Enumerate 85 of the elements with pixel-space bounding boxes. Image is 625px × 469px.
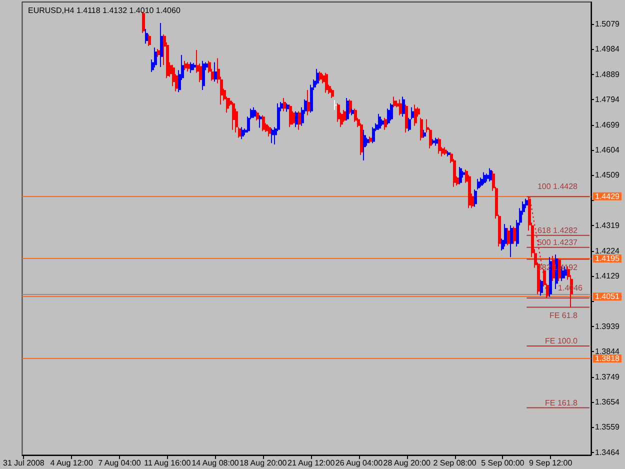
candlestick — [319, 70, 322, 82]
candlestick — [334, 100, 337, 110]
candlestick — [390, 102, 393, 122]
candlestick — [343, 109, 346, 122]
candlestick — [411, 106, 414, 120]
ref-line-label: 1.3818 — [595, 354, 620, 363]
candlestick — [199, 63, 202, 83]
x-tick-label: 26 Aug 04:00 — [335, 458, 384, 468]
y-tick-label: 1.4224 — [595, 246, 620, 256]
x-tick-label: 9 Sep 12:00 — [529, 458, 573, 468]
candlestick — [187, 62, 190, 72]
y-tick-label: 1.4984 — [595, 44, 620, 54]
candlestick — [307, 90, 310, 116]
candlestick — [540, 279, 543, 296]
y-tick-label: 1.4604 — [595, 145, 620, 154]
y-tick-label: 1.3654 — [595, 397, 620, 406]
series-label: 500 1.4237 — [537, 238, 578, 247]
candlestick — [525, 198, 528, 209]
candlestick — [298, 110, 301, 130]
x-tick-label: 28 Aug 20:00 — [383, 458, 432, 468]
candlestick — [184, 60, 187, 71]
candlestick — [489, 168, 492, 182]
candlestick — [477, 178, 480, 190]
candlestick — [214, 62, 217, 82]
y-tick-label: 1.3844 — [595, 347, 620, 356]
candlestick — [399, 98, 402, 116]
candlestick — [277, 102, 280, 132]
candlestick — [316, 68, 319, 86]
y-tick-label: 1.4319 — [595, 221, 620, 230]
series-label: 618 1.4282 — [537, 226, 578, 235]
candlestick — [504, 223, 507, 248]
y-tick-label: 1.4699 — [595, 120, 620, 130]
candlestick — [325, 72, 328, 94]
ref-line-label: 1.4195 — [595, 254, 620, 263]
candlestick — [510, 224, 513, 258]
y-tick-label: 1.3939 — [595, 322, 620, 331]
candlestick — [384, 117, 387, 130]
candlestick — [438, 137, 441, 154]
candlestick — [271, 128, 274, 144]
y-tick-label: 1.3559 — [595, 422, 620, 432]
candlestick — [160, 22, 163, 68]
candlestick — [238, 126, 241, 138]
x-tick-label: 11 Aug 16:00 — [144, 458, 192, 468]
y-tick-label: 1.4889 — [595, 70, 620, 79]
y-tick-label: 1.4129 — [595, 271, 620, 280]
y-tick-label: 1.3749 — [595, 372, 620, 382]
x-tick-label: 31 Jul 2008 — [2, 458, 45, 468]
y-tick-label: 1.4794 — [595, 95, 620, 104]
candlestick — [232, 101, 235, 130]
x-tick-label: 5 Sep 00:00 — [481, 458, 525, 468]
series-label: FE 161.8 — [545, 398, 578, 408]
candlestick — [148, 34, 151, 47]
candlestick — [507, 227, 510, 246]
candlestick — [259, 114, 262, 128]
candlestick — [295, 110, 298, 128]
candlestick — [349, 98, 352, 114]
candlestick — [414, 104, 417, 126]
x-tick-label: 18 Aug 20:00 — [240, 458, 288, 468]
x-tick-label: 14 Aug 08:00 — [192, 458, 240, 468]
candlestick — [289, 104, 292, 128]
ref-line-label: 1.4051 — [595, 292, 620, 302]
text: EURUSD,H4 1.4118 1.4132 1.4010 1.4060 — [28, 6, 181, 15]
series-label: 100 1.4428 — [537, 182, 578, 192]
y-tick-label: 1.4509 — [595, 170, 620, 180]
x-tick-label: 21 Aug 12:00 — [288, 458, 336, 468]
candlestick — [331, 88, 334, 99]
series-label: FE 100.0 — [545, 336, 578, 346]
candlestick — [402, 96, 405, 118]
x-tick-label: 7 Aug 04:00 — [98, 458, 142, 468]
candlestick — [145, 28, 148, 44]
candlestick — [408, 117, 411, 132]
candlestick — [552, 255, 555, 282]
y-tick-label: 1.5079 — [595, 20, 620, 29]
candlestick — [346, 98, 349, 122]
series-label: FE 61.8 — [549, 310, 578, 320]
y-tick-label: 1.3464 — [595, 448, 620, 457]
candlestick — [372, 126, 375, 144]
x-tick-label: 2 Sep 08:00 — [433, 458, 477, 468]
candlestick — [256, 110, 259, 122]
candlestick — [513, 226, 516, 244]
candlestick — [268, 125, 271, 137]
ref-line-label: 1.4429 — [595, 192, 620, 201]
x-tick-label: 4 Aug 12:00 — [50, 458, 94, 468]
candlestick — [474, 189, 477, 208]
candlestick — [253, 106, 256, 118]
